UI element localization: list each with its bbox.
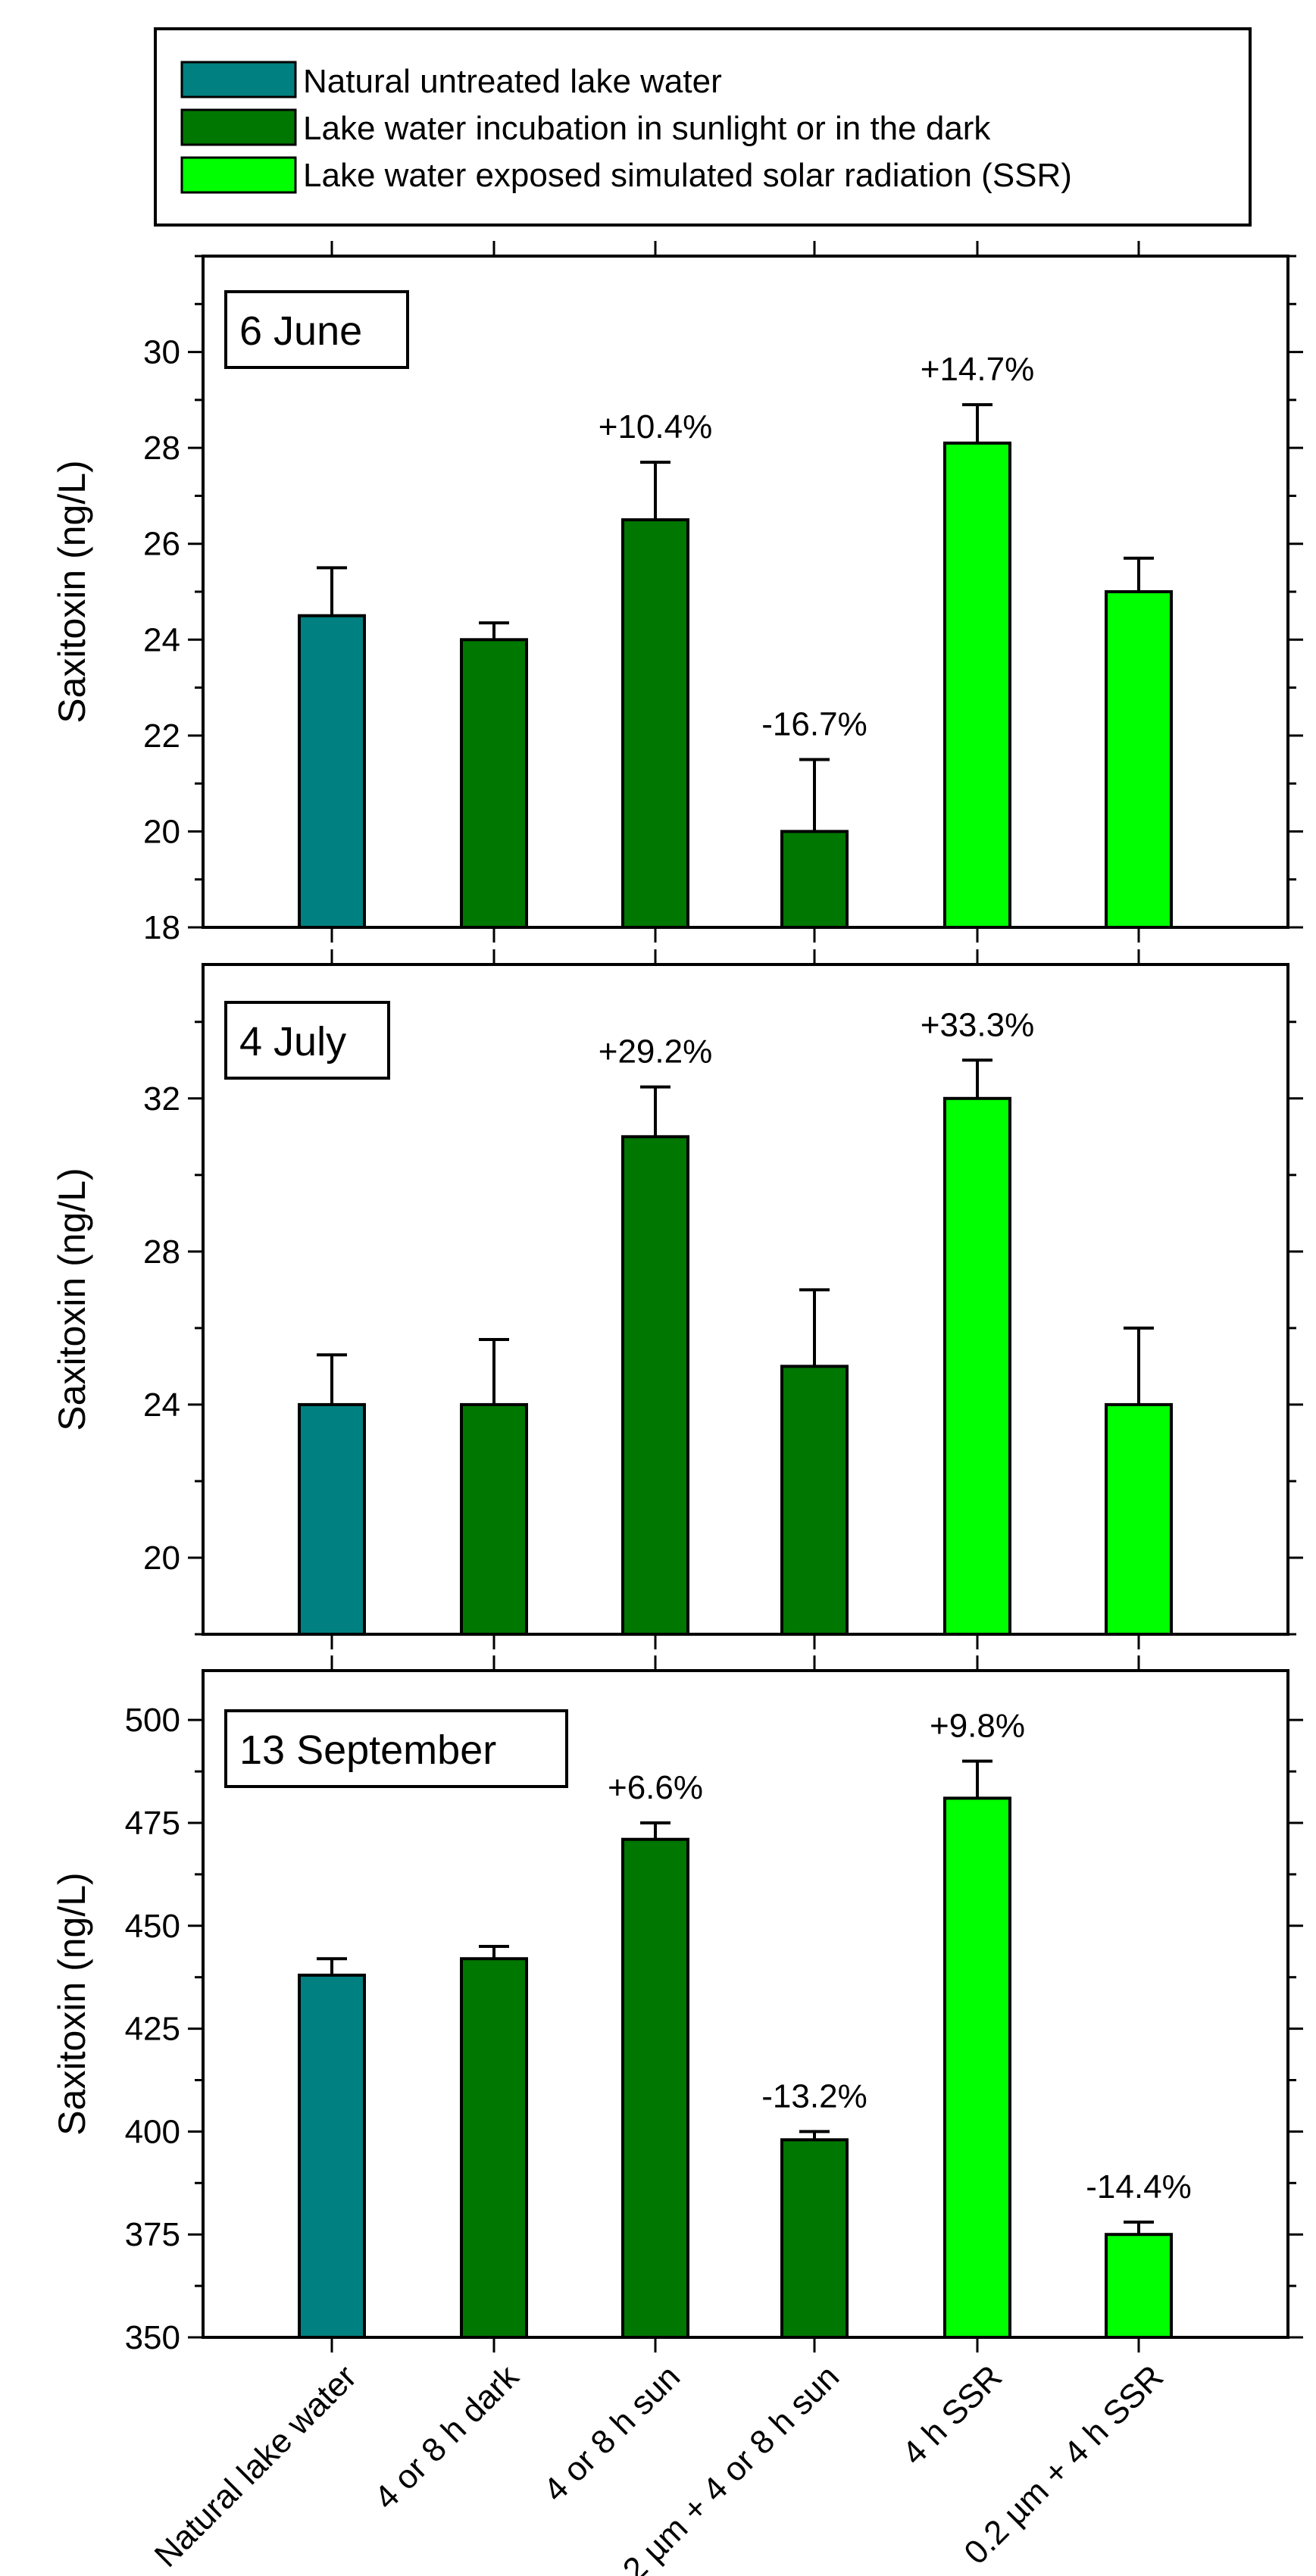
y-axis-title: Saxitoxin (ng/L) — [51, 1168, 93, 1430]
bar — [298, 614, 366, 930]
legend-entry-1: Lake water incubation in sunlight or in … — [180, 108, 991, 147]
y-tick-label: 450 — [125, 1908, 180, 1945]
bar — [621, 1135, 689, 1637]
bar — [298, 1973, 366, 2340]
percent-change-label: -13.2% — [761, 2077, 867, 2115]
y-tick-label: 24 — [143, 621, 180, 658]
x-category-label: 4 or 8 h sun — [536, 2358, 687, 2509]
y-tick-label: 425 — [125, 2011, 180, 2048]
percent-change-label: +14.7% — [921, 351, 1034, 388]
x-category-label: 4 or 8 h dark — [367, 2358, 527, 2517]
plot-frame — [202, 1669, 1289, 2339]
percent-change-label: +29.2% — [599, 1033, 712, 1071]
y-tick-label: 375 — [125, 2216, 180, 2253]
percent-change-label: +6.6% — [608, 1769, 703, 1806]
y-tick-label: 32 — [143, 1080, 180, 1118]
panel-date-box — [224, 1001, 390, 1080]
legend-swatch-2 — [180, 156, 297, 194]
plot-frame — [202, 963, 1289, 1636]
bar — [1105, 1402, 1173, 1637]
y-tick-label: 400 — [125, 2113, 180, 2150]
panel-date-label: 6 June — [239, 308, 362, 354]
bar — [780, 2138, 849, 2340]
legend: Natural untreated lake water Lake water … — [154, 27, 1252, 227]
chart-panel-6-june: 18 20 22 24 26 28 30 Saxitoxin (ng/L) 6 June +10.… — [51, 241, 1303, 946]
bar — [943, 441, 1011, 929]
y-tick-label: 20 — [143, 1540, 180, 1577]
y-tick-label: 350 — [125, 2319, 180, 2356]
panel-date-box — [224, 290, 409, 369]
y-tick-label: 26 — [143, 526, 180, 563]
bar — [1105, 2233, 1173, 2339]
panel-date-box — [224, 1709, 568, 1788]
x-category-label: 4 h SSR — [896, 2358, 1010, 2472]
panel-date-label: 4 July — [239, 1019, 346, 1064]
bar — [621, 518, 689, 929]
bar — [1105, 590, 1173, 929]
bar — [460, 1402, 528, 1637]
chart-panel-13-september: 350 375 400 425 450 475 500 Saxitoxin (ng/L) 13 … — [51, 1655, 1303, 2356]
panel-date-label: 13 September — [239, 1727, 496, 1773]
legend-label-2: Lake water exposed simulated solar radia… — [303, 157, 1072, 194]
chart-panel-4-july: 20 24 28 32 Saxitoxin (ng/L) 4 July +29.2% +33.… — [51, 949, 1303, 1649]
y-tick-label: 30 — [143, 334, 180, 371]
legend-swatch-1 — [180, 108, 297, 146]
bar — [780, 830, 849, 930]
legend-label-0: Natural untreated lake water — [303, 63, 722, 100]
bar — [298, 1402, 366, 1637]
legend-label-1: Lake water incubation in sunlight or in … — [303, 110, 991, 147]
y-tick-label: 20 — [143, 813, 180, 850]
bar — [780, 1365, 849, 1637]
y-axis-title: Saxitoxin (ng/L) — [51, 460, 93, 723]
y-axis-title: Saxitoxin (ng/L) — [51, 1872, 93, 2135]
percent-change-label: -14.4% — [1086, 2168, 1191, 2206]
y-tick-label: 500 — [125, 1702, 180, 1739]
percent-change-label: -16.7% — [761, 706, 867, 743]
y-tick-label: 28 — [143, 1233, 180, 1271]
bar — [943, 1796, 1011, 2339]
legend-entry-0: Natural untreated lake water — [180, 61, 722, 100]
percent-change-label: +10.4% — [599, 408, 712, 445]
legend-swatch-0 — [180, 61, 297, 98]
y-tick-label: 24 — [143, 1386, 180, 1424]
y-tick-label: 22 — [143, 717, 180, 755]
bar — [460, 638, 528, 929]
y-tick-label: 475 — [125, 1805, 180, 1842]
x-category-labels: Natural lake water 4 or 8 h dark 4 or 8 h … — [148, 2358, 1171, 2576]
y-tick-label: 18 — [143, 909, 180, 946]
legend-entry-2: Lake water exposed simulated solar radia… — [180, 156, 1072, 194]
bar — [621, 1837, 689, 2339]
legend-box — [154, 27, 1252, 227]
x-category-label: Natural lake water — [148, 2358, 364, 2574]
y-tick-label: 28 — [143, 430, 180, 467]
bar — [943, 1096, 1011, 1637]
percent-change-label: +9.8% — [930, 1708, 1025, 1745]
percent-change-label: +33.3% — [921, 1006, 1034, 1043]
bar — [460, 1957, 528, 2339]
